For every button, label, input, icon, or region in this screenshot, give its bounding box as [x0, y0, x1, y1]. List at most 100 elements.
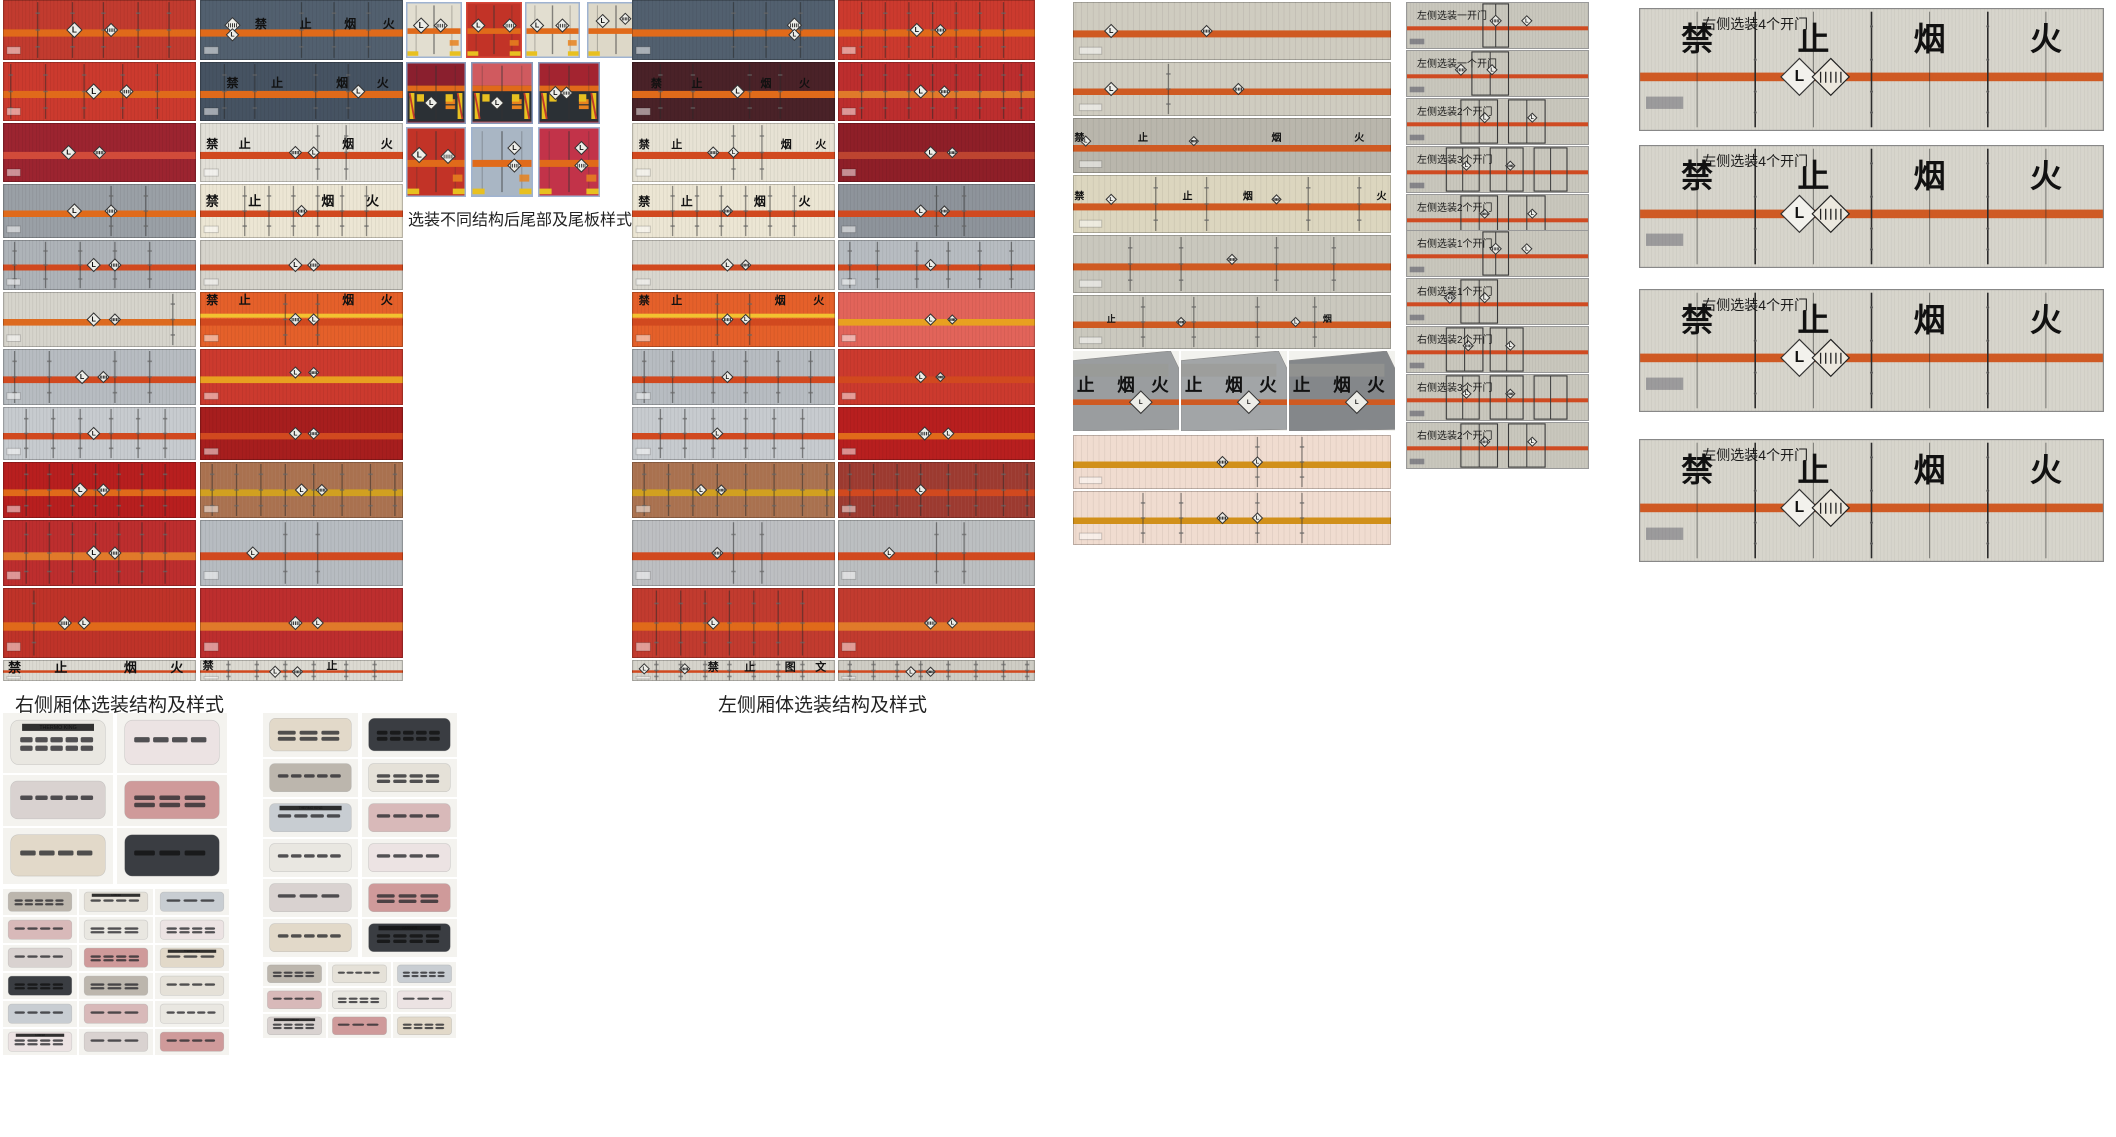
svg-text:火: 火 [799, 77, 811, 90]
svg-text:禁: 禁 [1073, 189, 1084, 202]
svg-text:止: 止 [239, 136, 251, 151]
svg-text:THERMO KING: THERMO KING [299, 806, 323, 810]
svg-text:L: L [293, 260, 298, 269]
svg-text:禁: 禁 [651, 76, 662, 90]
svg-text:L: L [80, 372, 85, 381]
svg-text:L: L [1795, 349, 1805, 366]
svg-text:火: 火 [2030, 452, 2062, 488]
svg-text:禁: 禁 [206, 292, 218, 307]
svg-text:火: 火 [170, 660, 184, 675]
svg-text:THERMO KING: THERMO KING [184, 951, 200, 953]
svg-text:L: L [1247, 399, 1251, 406]
svg-text:CARRIER: CARRIER [290, 1018, 300, 1021]
svg-text:L: L [735, 87, 740, 96]
svg-text:L: L [273, 669, 277, 676]
svg-text:L: L [91, 548, 96, 557]
svg-text:L: L [82, 620, 86, 627]
svg-text:L: L [919, 374, 923, 381]
svg-text:火: 火 [798, 195, 811, 209]
svg-text:火: 火 [813, 294, 825, 307]
svg-text:L: L [600, 16, 605, 25]
svg-text:L: L [230, 32, 234, 39]
svg-text:烟: 烟 [1225, 375, 1243, 395]
svg-text:L: L [316, 620, 320, 627]
svg-text:L: L [1795, 205, 1805, 222]
svg-text:烟: 烟 [1333, 375, 1351, 395]
svg-text:L: L [887, 550, 891, 557]
svg-text:火: 火 [383, 17, 396, 31]
svg-text:左侧选装一开门: 左侧选装一开门 [1417, 9, 1487, 22]
svg-text:右侧选装4个开门: 右侧选装4个开门 [1702, 16, 1808, 32]
svg-text:L: L [251, 550, 255, 557]
svg-text:L: L [429, 98, 434, 107]
svg-text:L: L [299, 487, 303, 494]
svg-text:止: 止 [1185, 375, 1203, 395]
svg-text:L: L [1109, 26, 1114, 35]
svg-text:烟: 烟 [1914, 21, 1946, 57]
svg-text:烟: 烟 [344, 17, 356, 31]
svg-text:L: L [92, 315, 97, 324]
svg-text:烟: 烟 [124, 660, 137, 675]
svg-text:右侧选装2个开门: 右侧选装2个开门 [1417, 429, 1493, 442]
svg-text:止: 止 [671, 293, 682, 307]
svg-text:L: L [946, 430, 950, 437]
svg-text:烟: 烟 [754, 195, 766, 209]
svg-text:L: L [1139, 399, 1143, 406]
svg-text:火: 火 [1377, 190, 1388, 202]
svg-text:烟: 烟 [1914, 158, 1946, 194]
svg-text:左侧选装3个开门: 左侧选装3个开门 [1417, 153, 1493, 166]
svg-text:止: 止 [1077, 375, 1095, 395]
svg-text:左侧选装4个开门: 左侧选装4个开门 [1702, 447, 1808, 463]
svg-text:右侧选装1个开门: 右侧选装1个开门 [1417, 237, 1493, 250]
svg-text:左侧选装2个开门: 左侧选装2个开门 [1417, 201, 1493, 214]
svg-text:止: 止 [248, 194, 261, 209]
svg-text:止: 止 [327, 660, 338, 672]
svg-text:THERMO KING: THERMO KING [39, 725, 76, 731]
svg-text:火: 火 [1151, 375, 1169, 395]
svg-text:止: 止 [671, 137, 682, 151]
svg-text:止: 止 [1138, 131, 1148, 144]
svg-text:L: L [715, 430, 719, 437]
svg-text:L: L [78, 485, 83, 494]
svg-text:CARRIER: CARRIER [402, 926, 418, 930]
svg-text:火: 火 [366, 194, 380, 209]
svg-text:右侧选装3个开门: 右侧选装3个开门 [1417, 381, 1493, 394]
svg-text:L: L [1294, 319, 1297, 325]
svg-text:L: L [512, 143, 517, 152]
svg-text:L: L [72, 25, 77, 34]
svg-text:火: 火 [2030, 158, 2062, 194]
svg-text:火: 火 [377, 76, 390, 90]
svg-text:止: 止 [1183, 189, 1193, 202]
svg-text:L: L [1531, 211, 1534, 217]
svg-text:L: L [66, 148, 71, 157]
svg-text:左侧选装4个开门: 左侧选装4个开门 [1702, 153, 1808, 169]
svg-text:L: L [1795, 499, 1805, 516]
svg-text:L: L [356, 87, 361, 96]
svg-text:火: 火 [815, 138, 827, 151]
svg-text:禁: 禁 [226, 75, 238, 90]
svg-text:烟: 烟 [1914, 452, 1946, 488]
svg-text:L: L [294, 369, 298, 376]
svg-text:L: L [1531, 439, 1534, 445]
svg-text:止: 止 [300, 16, 312, 31]
svg-text:右侧选装2个开门: 右侧选装2个开门 [1417, 333, 1493, 346]
svg-text:止: 止 [1293, 375, 1311, 395]
svg-text:图: 图 [785, 661, 796, 674]
svg-text:L: L [1531, 115, 1534, 121]
svg-text:火: 火 [1367, 375, 1385, 395]
svg-text:L: L [92, 430, 96, 437]
svg-text:火: 火 [1259, 375, 1277, 395]
svg-text:烟: 烟 [775, 293, 786, 307]
svg-text:止: 止 [54, 660, 67, 675]
svg-text:L: L [419, 21, 424, 30]
svg-text:烟: 烟 [1243, 189, 1253, 202]
svg-text:L: L [293, 430, 297, 437]
svg-text:止: 止 [744, 660, 755, 674]
svg-text:文: 文 [815, 660, 827, 674]
svg-text:禁: 禁 [8, 660, 21, 675]
svg-text:禁: 禁 [639, 293, 650, 307]
svg-text:L: L [495, 98, 500, 107]
svg-text:L: L [1109, 84, 1114, 93]
svg-text:L: L [92, 260, 97, 269]
svg-text:火: 火 [381, 293, 394, 307]
